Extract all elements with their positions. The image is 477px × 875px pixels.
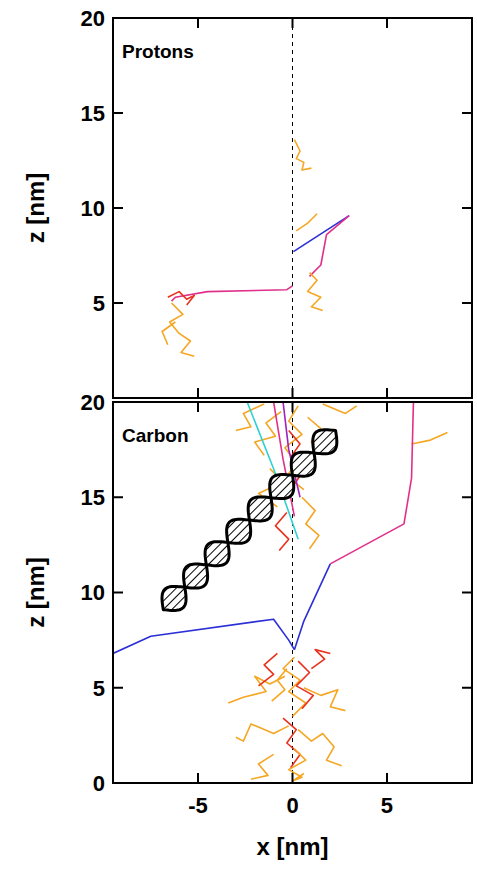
track	[304, 688, 346, 711]
track	[289, 749, 306, 781]
x-tick	[386, 18, 388, 28]
track	[283, 718, 300, 768]
x-tick-label: 5	[381, 793, 393, 818]
x-tick	[197, 773, 199, 783]
x-tick	[386, 773, 388, 783]
y-tick	[462, 17, 472, 19]
plot-area	[113, 402, 447, 783]
track	[412, 432, 448, 443]
x-tick	[292, 18, 294, 28]
y-tick	[113, 687, 123, 689]
panel-title: Carbon	[122, 425, 189, 446]
y-tick	[462, 496, 472, 498]
y-tick-label: 20	[81, 390, 105, 415]
y-tick	[462, 112, 472, 114]
x-tick	[292, 388, 294, 398]
track	[310, 216, 350, 277]
track	[275, 512, 288, 550]
track	[294, 564, 330, 650]
track	[172, 286, 293, 301]
track	[323, 404, 357, 414]
track	[293, 216, 349, 252]
plot-area	[162, 18, 349, 398]
track	[170, 303, 195, 356]
y-axis-title: z [nm]	[22, 173, 49, 244]
panel: 0 5 10 15 20 -5 0 5 Carbon z [nm] x [nm]	[22, 390, 472, 860]
track	[296, 214, 317, 231]
panel: 5 10 15 20 Protons z [nm]	[22, 6, 472, 398]
x-tick	[197, 18, 199, 28]
track	[330, 402, 413, 564]
x-axis-title: x [nm]	[257, 833, 329, 860]
y-tick	[462, 592, 472, 594]
frame	[113, 18, 472, 398]
track	[255, 412, 281, 456]
reference-line	[292, 18, 293, 398]
track	[294, 140, 311, 170]
y-tick-label: 10	[81, 580, 105, 605]
y-tick	[462, 207, 472, 209]
x-tick	[292, 773, 294, 783]
track	[162, 322, 175, 345]
y-tick	[113, 592, 123, 594]
y-tick	[113, 112, 123, 114]
y-tick	[113, 401, 123, 403]
x-tick	[386, 388, 388, 398]
y-tick	[462, 687, 472, 689]
dna-helix	[162, 430, 337, 611]
x-tick	[386, 402, 388, 412]
y-tick	[113, 782, 123, 784]
y-tick	[113, 496, 123, 498]
track	[228, 676, 285, 703]
x-tick	[292, 402, 294, 412]
x-tick-label: -5	[188, 793, 208, 818]
track	[272, 669, 287, 701]
y-tick-label: 20	[81, 6, 105, 31]
y-tick	[462, 302, 472, 304]
y-tick	[113, 207, 123, 209]
y-tick-label: 15	[81, 101, 105, 126]
y-tick-label: 5	[93, 291, 105, 316]
x-tick	[197, 402, 199, 412]
y-tick-label: 10	[81, 196, 105, 221]
y-tick	[113, 302, 123, 304]
track	[251, 754, 274, 779]
y-tick-label: 15	[81, 485, 105, 510]
y-tick-label: 0	[93, 771, 105, 796]
y-tick	[462, 782, 472, 784]
frame	[113, 402, 472, 783]
track	[308, 273, 323, 311]
figure: 5 10 15 20 Protons z [nm] 0 5 10 15 20 -5 0 5 Carbon z …	[0, 0, 477, 875]
y-tick	[462, 401, 472, 403]
track	[258, 653, 277, 685]
y-tick	[113, 17, 123, 19]
track	[302, 497, 319, 548]
x-tick-label: 0	[286, 793, 298, 818]
track	[296, 661, 313, 709]
x-tick	[197, 388, 199, 398]
track	[311, 650, 330, 669]
y-axis-title: z [nm]	[22, 557, 49, 628]
track	[113, 619, 294, 653]
panel-title: Protons	[122, 41, 194, 62]
y-tick-label: 5	[93, 676, 105, 701]
track	[236, 724, 289, 741]
